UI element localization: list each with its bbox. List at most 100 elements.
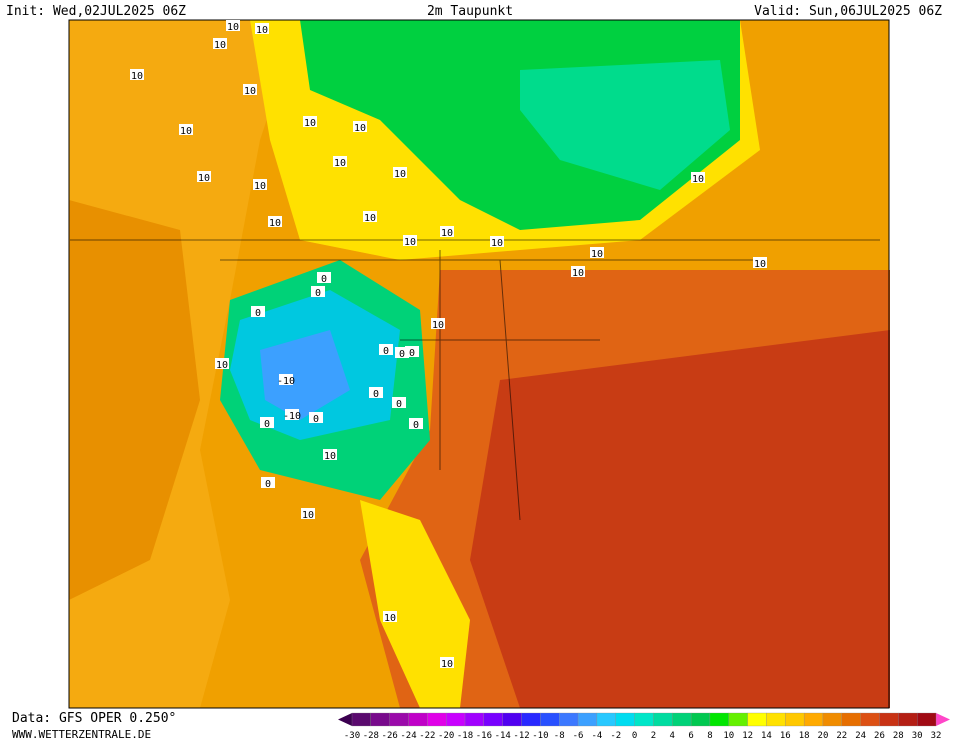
colorbar-label: 0: [632, 731, 637, 741]
contour-label: 10: [692, 174, 704, 185]
contour-label: 0: [321, 274, 327, 285]
contour-label-box: [333, 156, 347, 167]
contour-label-box: [323, 449, 337, 460]
colorbar-low: [338, 713, 352, 726]
colorbar-swatch: [653, 712, 673, 727]
contour-label-box: [369, 387, 383, 398]
colorbar-label: -28: [363, 731, 379, 741]
contour-label: 10: [491, 238, 503, 249]
contour-label-box: [311, 286, 325, 297]
colorbar-label: 20: [818, 731, 829, 741]
colorbar-label: 2: [651, 731, 656, 741]
contour-label: 10: [227, 22, 239, 33]
colorbar-label: 24: [855, 731, 866, 741]
colorbar-label: 32: [931, 731, 942, 741]
contour-label-box: [260, 417, 274, 428]
colorbar-swatch: [634, 712, 654, 727]
colorbar-swatch: [615, 712, 635, 727]
colorbar-swatch: [521, 712, 541, 727]
colorbar-label: 26: [874, 731, 885, 741]
contour-label-box: [379, 344, 393, 355]
colorbar-label: 18: [799, 731, 810, 741]
contour-label: 10: [324, 451, 336, 462]
colorbar-swatch: [822, 712, 842, 727]
contour-label-box: [215, 358, 229, 369]
colorbar-swatch: [408, 712, 428, 727]
contour-label: -10: [283, 411, 301, 422]
colorbar-swatch: [370, 712, 390, 727]
contour-label: 10: [131, 71, 143, 82]
contour-label: 10: [404, 237, 416, 248]
contour-label-box: [301, 508, 315, 519]
contour-label-box: [490, 236, 504, 247]
contour-label-box: [431, 318, 445, 329]
colorbar-label: 10: [723, 731, 734, 741]
contour-label-box: [226, 20, 240, 31]
contour-label: 10: [214, 40, 226, 51]
colorbar-swatch: [559, 712, 579, 727]
contour-label-box: [353, 121, 367, 132]
colorbar-swatch: [672, 712, 692, 727]
colorbar-label: -14: [495, 731, 511, 741]
contour-label-box: [440, 657, 454, 668]
contour-label-box: [395, 347, 409, 358]
contour-label-box: [251, 306, 265, 317]
colorbar-swatch: [879, 712, 899, 727]
colorbar-label: -20: [438, 731, 454, 741]
map-frame: [68, 19, 890, 709]
site-name: WWW.WETTERZENTRALE.DE: [12, 728, 151, 741]
colorbar-swatch: [709, 712, 729, 727]
contour-label: 10: [441, 228, 453, 239]
contour-label: 10: [384, 613, 396, 624]
contour-label-box: [179, 124, 193, 135]
colorbar-swatch: [690, 712, 711, 727]
contour-label-box: [279, 374, 293, 385]
contour-label-box: [383, 611, 397, 622]
contour-label-box: [409, 418, 423, 429]
colorbar-swatch: [596, 712, 616, 727]
contour-label: 10: [364, 213, 376, 224]
contour-label: 0: [373, 389, 379, 400]
contour-label-box: [213, 38, 227, 49]
colorbar-label: 6: [688, 731, 693, 741]
contour-label: 10: [244, 86, 256, 97]
colorbar-swatch: [898, 712, 918, 727]
colorbar-swatch: [728, 712, 748, 727]
contour-label-box: [405, 346, 419, 357]
colorbar-swatch: [747, 712, 767, 727]
colorbar-swatch: [577, 712, 598, 727]
colorbar-label: -2: [610, 731, 621, 741]
colorbar-swatch: [785, 712, 805, 727]
colorbar-label: 12: [742, 731, 753, 741]
contour-label-box: [243, 84, 257, 95]
contour-label: 10: [256, 25, 268, 36]
contour-label-box: [691, 172, 705, 183]
contour-label: 0: [396, 399, 402, 410]
contour-label: 10: [180, 126, 192, 137]
contour-label-box: [590, 247, 604, 258]
colorbar-label: -4: [591, 731, 602, 741]
colorbar-swatch: [483, 712, 503, 727]
colorbar-swatch: [803, 712, 824, 727]
colorbar-label: -12: [513, 731, 529, 741]
map-area: [68, 19, 890, 709]
contour-label: 10: [591, 249, 603, 260]
contour-label: 0: [265, 479, 271, 490]
contour-label: 0: [409, 348, 415, 359]
colorbar: -30 -28 -26 -24 -22 -20 -18 -16 -14 -12 -10 -8 -6 -4-…: [338, 712, 950, 741]
contour-label-box: [393, 167, 407, 178]
contour-label-box: [255, 23, 269, 34]
contour-label: 10: [432, 320, 444, 331]
colorbar-label: 4: [670, 731, 675, 741]
colorbar-label: -26: [382, 731, 398, 741]
colorbar-label: -16: [476, 731, 492, 741]
contour-label: 10: [754, 259, 766, 270]
colorbar-label: -6: [573, 731, 584, 741]
borders: [70, 239, 880, 521]
contour-label-box: [753, 257, 767, 268]
colorbar-swatch: [766, 712, 786, 727]
colorbar-label: -30: [344, 731, 360, 741]
contour-label: 10: [334, 158, 346, 169]
